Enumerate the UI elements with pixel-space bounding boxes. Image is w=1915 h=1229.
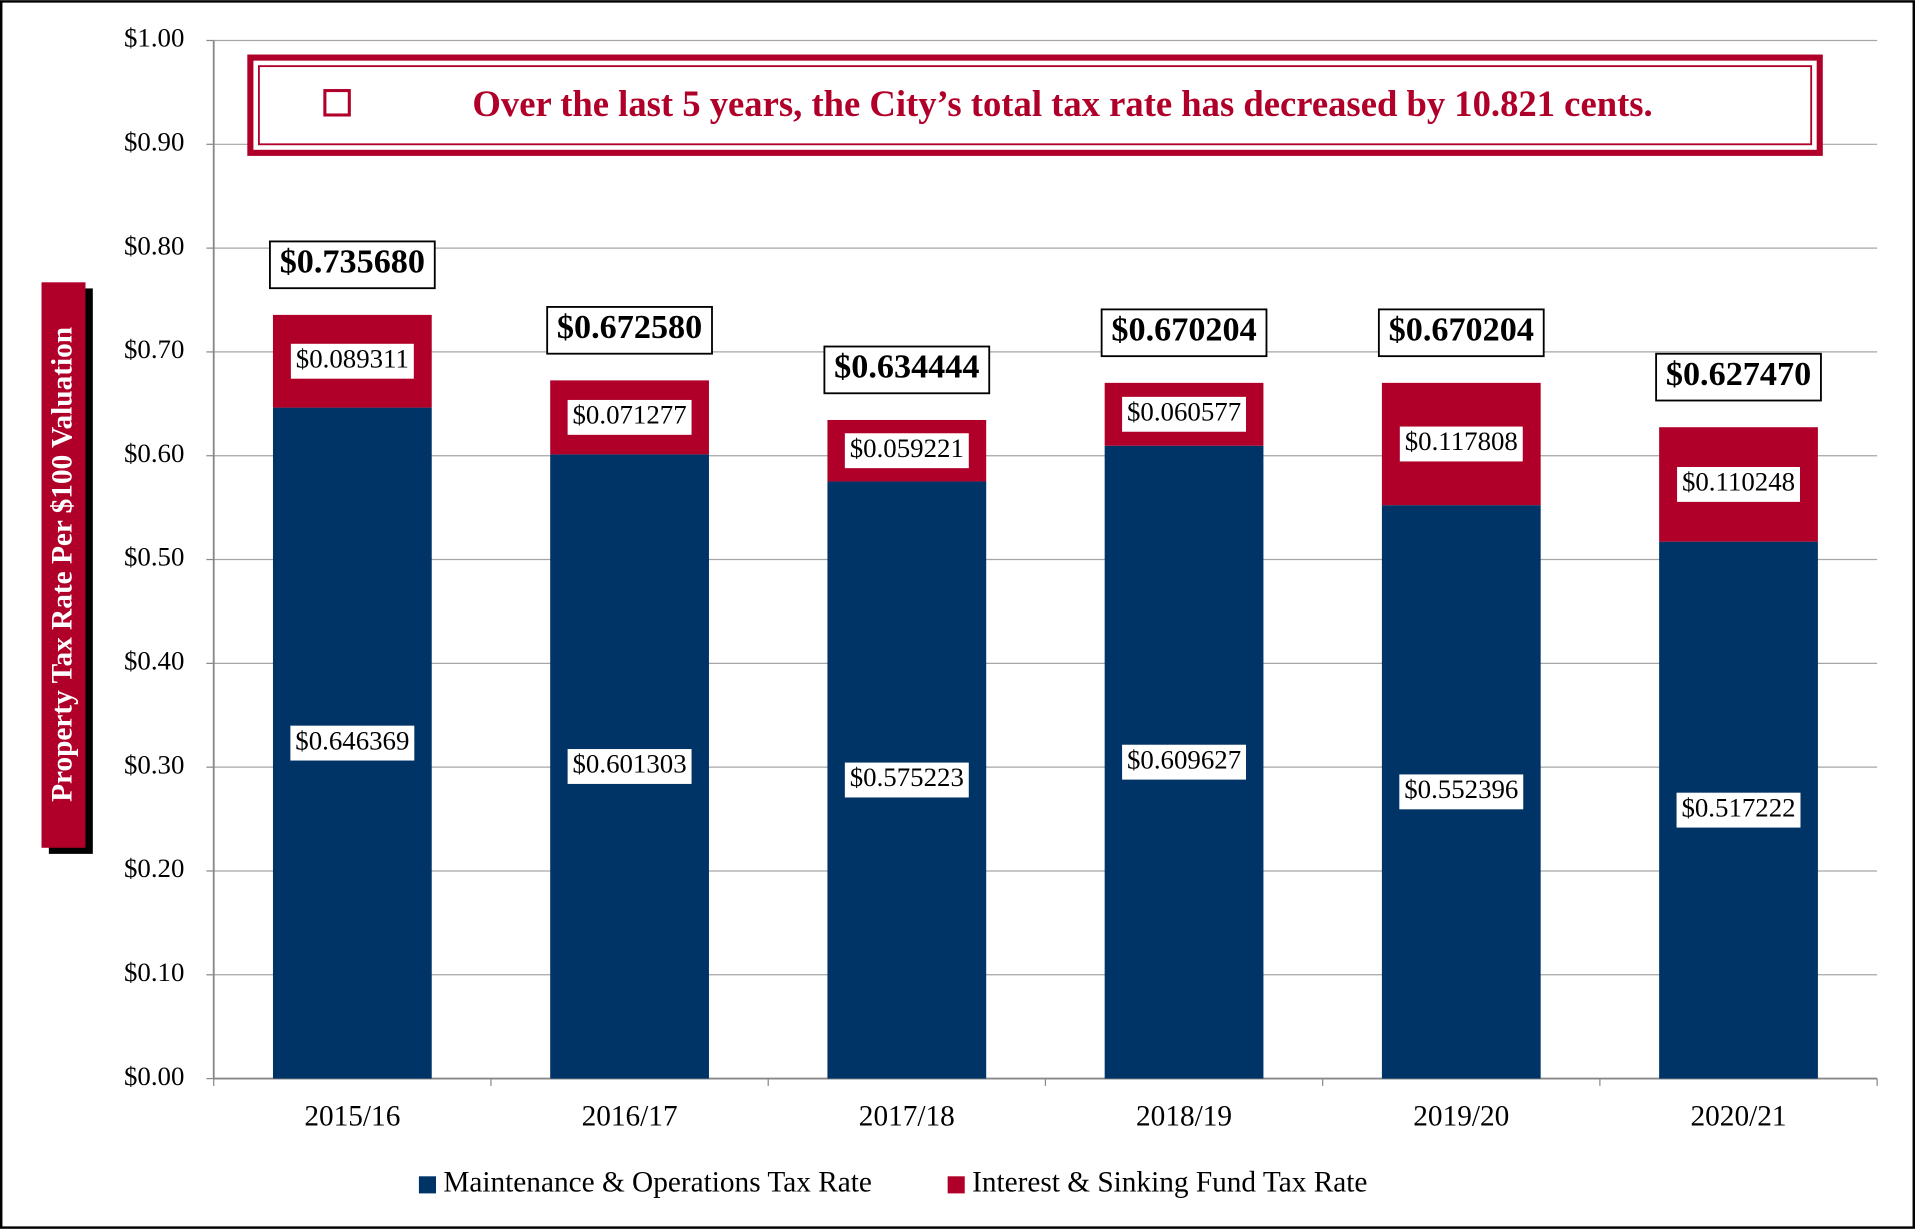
x-tick-label: 2017/18 <box>859 1101 955 1133</box>
x-tick-label: 2020/21 <box>1691 1101 1787 1133</box>
total-label: $0.627470 <box>1666 356 1811 393</box>
annotation: Over the last 5 years, the City’s total … <box>472 83 1652 124</box>
value-label: $0.646369 <box>295 725 409 755</box>
y-tick-label: $0.60 <box>124 438 184 468</box>
legend-label: Maintenance & Operations Tax Rate <box>443 1167 872 1199</box>
value-label: $0.609627 <box>1127 744 1241 774</box>
legend-swatch <box>947 1176 965 1194</box>
value-label: $0.060577 <box>1127 396 1241 426</box>
y-tick-label: $0.70 <box>124 334 184 364</box>
value-label-box <box>844 762 969 798</box>
value-label: $0.117808 <box>1405 426 1518 456</box>
total-label-box <box>1377 308 1545 358</box>
value-label-box <box>844 433 969 469</box>
value-label: $0.089311 <box>296 343 409 373</box>
total-label-box <box>546 306 713 355</box>
y-tick-label: $0.80 <box>124 230 184 260</box>
value-label-box <box>1676 792 1801 828</box>
x-tick-label: 2015/16 <box>304 1101 400 1133</box>
y-tick-label: $0.90 <box>124 126 184 156</box>
value-label-box <box>1122 396 1247 432</box>
value-label: $0.575223 <box>850 762 964 792</box>
value-label: $0.059221 <box>850 433 964 463</box>
total-label-box <box>269 240 436 290</box>
annotation-bullet <box>323 89 351 117</box>
y-tick-label: $0.30 <box>124 749 184 779</box>
legend-swatch <box>418 1176 437 1194</box>
legend: Maintenance & Operations Tax Rate Interes… <box>418 1167 1367 1199</box>
total-label: $0.670204 <box>1389 312 1534 349</box>
y-label-box <box>41 282 86 848</box>
y-tick-label: $0.50 <box>124 542 184 572</box>
total-label-box <box>1100 308 1268 358</box>
annotation-box <box>247 54 1823 156</box>
y-tick-label: $0.20 <box>124 853 184 883</box>
value-label: $0.601303 <box>573 749 687 779</box>
total-label-box <box>823 345 991 395</box>
value-label-box <box>1399 426 1523 462</box>
grid: $0.00 $0.10 $0.20 $0.30 $0.40 $0.50 $0.60 $0.70… <box>124 23 1878 1091</box>
value-label: $0.071277 <box>573 400 687 430</box>
total-label: $0.634444 <box>834 349 979 386</box>
x-tick-label: 2016/17 <box>582 1101 678 1133</box>
total-label: $0.670204 <box>1111 312 1256 349</box>
total-label: $0.735680 <box>280 244 425 281</box>
y-tick-label: $0.40 <box>124 646 184 676</box>
total-label: $0.672580 <box>557 309 702 346</box>
value-label-box <box>290 725 415 761</box>
y-tick-label: $0.10 <box>124 957 184 987</box>
value-label: $0.517222 <box>1681 792 1795 822</box>
y-axis-label: Property Tax Rate Per $100 Valuation <box>46 327 78 802</box>
total-label-box <box>1655 352 1822 402</box>
x-tick-label: 2018/19 <box>1136 1101 1232 1133</box>
value-label-box <box>1399 774 1524 810</box>
value-label-box <box>567 399 692 435</box>
value-label-box <box>290 343 414 379</box>
y-tick-label: $1.00 <box>124 23 184 53</box>
x-tick-label: 2019/20 <box>1413 1101 1509 1133</box>
y-tick-label: $0.00 <box>124 1061 184 1091</box>
value-label-box <box>567 749 692 784</box>
annotation-box-inner <box>257 65 1813 146</box>
value-label-box <box>1677 466 1800 502</box>
legend-label: Interest & Sinking Fund Tax Rate <box>972 1167 1367 1199</box>
value-label-box <box>1122 744 1247 780</box>
labels: 2015/16 $0.646369 $0.089311 $0.735680 2016/1… <box>269 240 1822 1133</box>
value-label: $0.110248 <box>1682 467 1795 497</box>
value-label: $0.552396 <box>1404 774 1518 804</box>
